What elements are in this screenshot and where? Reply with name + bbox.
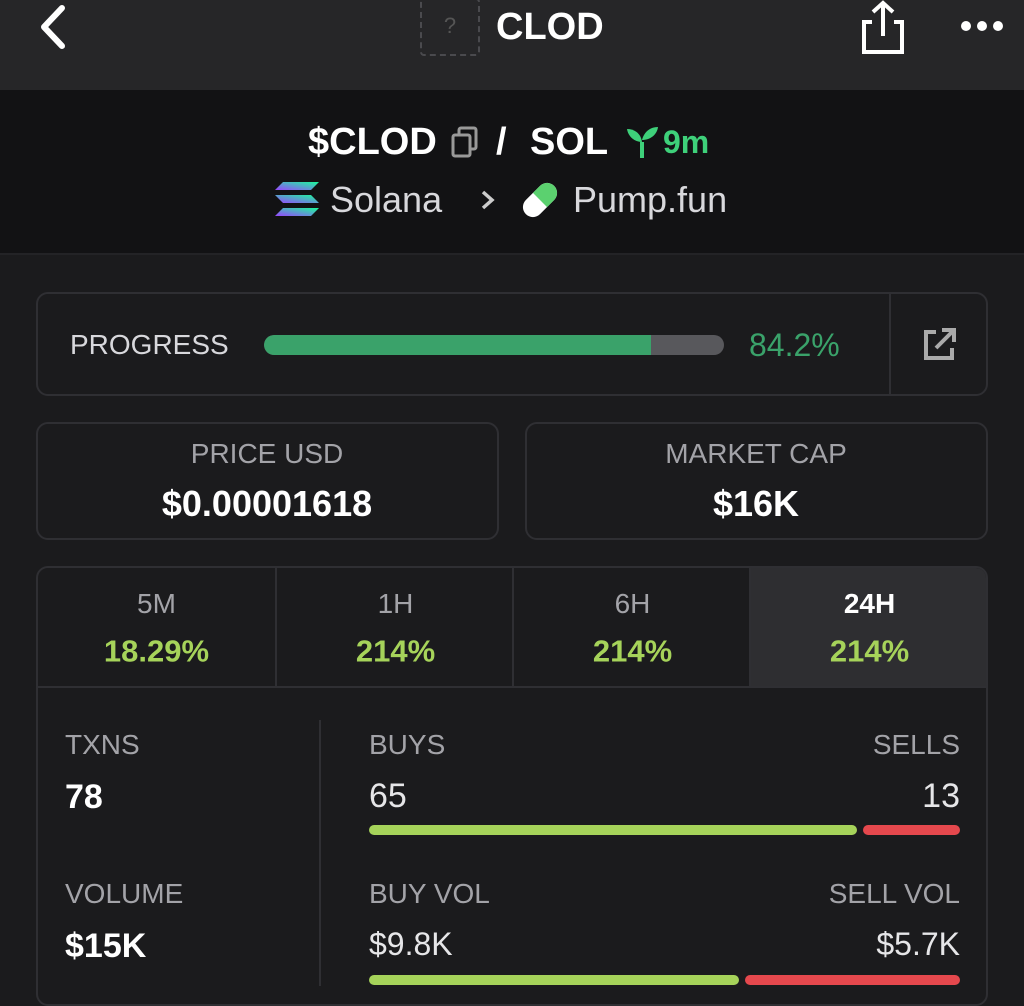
buy-vol-value: $9.8K — [369, 926, 453, 962]
pair-age: 9m — [663, 124, 710, 160]
sell-vol-label: SELL VOL — [828, 878, 960, 909]
back-button[interactable] — [36, 4, 70, 50]
timeframe-tab[interactable]: 5M 18.29% — [38, 568, 275, 686]
chain-name[interactable]: Solana — [330, 179, 443, 220]
token-image-placeholder — [420, 0, 480, 56]
timeframe-tabs: 5M 18.29% 1H 214% 6H 214% 24H 214% — [38, 568, 986, 688]
dex-name[interactable]: Pump.fun — [573, 179, 728, 220]
timeframe-label: 5M — [137, 588, 176, 619]
tabs-bottom-border — [38, 686, 986, 688]
buys-value: 65 — [369, 777, 407, 815]
timeframe-change: 214% — [829, 633, 910, 669]
timeframe-label: 24H — [843, 588, 896, 619]
sell-vol-bar — [744, 975, 960, 985]
nav-title: CLOD — [496, 6, 604, 48]
sells-label: SELLS — [872, 729, 960, 760]
quote-token: SOL — [530, 121, 609, 163]
timeframe-label: 1H — [377, 588, 414, 619]
buy-vol-label: BUY VOL — [369, 878, 490, 909]
timeframe-change: 214% — [355, 633, 436, 669]
timeframe-change: 18.29% — [103, 633, 210, 669]
txns-label: TXNS — [65, 729, 140, 760]
progress-divider — [889, 294, 891, 394]
buy-vol-bar — [369, 975, 739, 985]
sells-bar — [862, 825, 960, 835]
price-value: $0.00001618 — [161, 483, 373, 524]
progress-track — [264, 335, 724, 355]
timeframe-tab[interactable]: 24H 214% — [749, 568, 986, 686]
pair-separator: / — [496, 121, 507, 163]
market-cap-card — [525, 422, 988, 540]
timeframe-change: 214% — [592, 633, 673, 669]
progress-label: PROGRESS — [70, 329, 229, 360]
stats-divider — [319, 720, 321, 986]
progress-value: 84.2% — [749, 327, 840, 363]
volume-value: $15K — [65, 927, 147, 965]
copy-button[interactable] — [450, 125, 480, 159]
sells-value: 13 — [922, 777, 960, 815]
timeframe-tab[interactable]: 6H 214% — [512, 568, 749, 686]
top-nav: ? CLOD — [0, 0, 1024, 90]
ticker: $CLOD — [308, 121, 437, 163]
price-card — [36, 422, 499, 540]
solana-logo — [275, 182, 319, 216]
timeframe-tab[interactable]: 1H 214% — [275, 568, 512, 686]
market-cap-value: $16K — [712, 483, 800, 524]
sell-vol-value: $5.7K — [876, 926, 960, 962]
market-cap-label: MARKET CAP — [665, 438, 847, 469]
sprout-icon — [627, 127, 658, 158]
timeframe-label: 6H — [614, 588, 651, 619]
share-button[interactable] — [858, 0, 908, 56]
more-button[interactable] — [958, 18, 1006, 34]
pill-icon — [522, 182, 558, 218]
price-label: PRICE USD — [190, 438, 344, 469]
buys-label: BUYS — [369, 729, 446, 760]
placeholder-text: ? — [443, 13, 457, 38]
breadcrumb-chevron — [481, 190, 495, 210]
token-header: $CLOD / SOL 9m Solana Pump.fun — [0, 90, 1024, 255]
volume-label: VOLUME — [65, 878, 184, 909]
external-link-button[interactable] — [920, 326, 958, 364]
progress-card — [36, 292, 988, 396]
progress-fill — [264, 335, 652, 355]
buys-bar — [369, 825, 857, 835]
txns-value: 78 — [65, 778, 103, 816]
